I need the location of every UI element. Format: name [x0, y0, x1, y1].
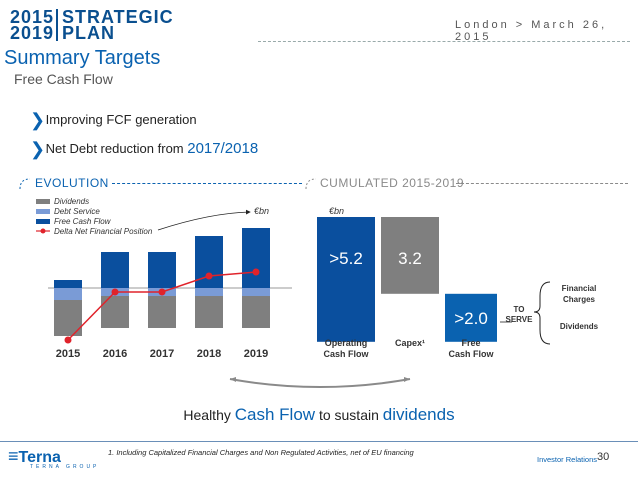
legend-item: Free Cash Flow	[36, 216, 152, 226]
section-marker-icon	[18, 176, 32, 190]
tagline-highlight: Cash Flow	[234, 405, 316, 424]
chevron-right-icon: ❯	[30, 139, 46, 159]
footer-investor-relations: Investor Relations	[537, 455, 598, 464]
evolution-divider	[112, 183, 302, 184]
category-label: Cash Flow	[448, 349, 494, 359]
header-divider	[258, 41, 630, 42]
header-date: London > March 26, 2015	[455, 19, 608, 43]
line-point	[111, 288, 119, 296]
bar-value-label: 3.2	[398, 249, 422, 268]
serve-label: TO SERVE	[505, 305, 533, 324]
bar-dividends	[242, 296, 270, 328]
bullet-item: ❯ Net Debt reduction from 2017/2018	[30, 139, 258, 160]
category-label: Operating	[325, 338, 368, 348]
x-tick-label: 2015	[56, 348, 80, 360]
legend-label: Delta Net Financial Position	[54, 226, 153, 236]
logo-divider	[56, 9, 58, 41]
x-tick-label: 2016	[103, 348, 127, 360]
section-marker-icon	[304, 176, 318, 190]
line-point	[64, 336, 72, 344]
tagline: Healthy Cash Flow to sustain dividends	[0, 405, 638, 425]
bar-free-cash-flow	[54, 280, 82, 288]
x-tick-label: 2018	[197, 348, 221, 360]
bullet-text: Improving FCF generation	[45, 112, 197, 127]
bar-value-label: >2.0	[454, 309, 488, 328]
bar-capex	[381, 217, 439, 294]
evolution-title: EVOLUTION	[35, 176, 109, 190]
legend-item: Debt Service	[36, 206, 152, 216]
line-point	[252, 268, 260, 276]
logo-word-plan: PLAN	[62, 23, 115, 43]
logo-years: 2015 2019	[10, 7, 55, 43]
company-name: Terna	[18, 449, 61, 466]
brace-item: Financial Charges	[561, 284, 597, 304]
legend-label: Dividends	[54, 196, 90, 206]
cumulated-unit: €bn	[329, 206, 345, 216]
logo-plan: STRATEGIC PLAN	[62, 7, 174, 43]
chevron-right-icon: ❯	[30, 110, 46, 130]
legend-label: Free Cash Flow	[54, 216, 111, 226]
bar-debt-service	[242, 288, 270, 296]
brace-icon	[533, 281, 551, 345]
legend-line-swatch	[36, 228, 50, 234]
legend-item: Dividends	[36, 196, 152, 206]
bar-debt-service	[195, 288, 223, 296]
page-subtitle: Free Cash Flow	[14, 71, 113, 87]
bar-free-cash-flow	[148, 252, 176, 288]
logo-year-end: 2019	[10, 23, 55, 43]
evolution-unit: €bn	[254, 206, 270, 216]
category-label: Capex¹	[395, 338, 425, 348]
x-tick-label: 2017	[150, 348, 174, 360]
bar-dividends	[195, 296, 223, 328]
cumulated-divider	[456, 183, 628, 184]
chart-legend: Dividends Debt Service Free Cash Flow De…	[36, 196, 152, 236]
footnote: 1. Including Capitalized Financial Charg…	[108, 448, 414, 457]
bullet-text: Net Debt reduction from	[45, 141, 188, 156]
trend-arrow	[157, 209, 251, 231]
footer-divider	[0, 441, 638, 442]
category-label: Free	[461, 338, 480, 348]
legend-swatch	[36, 218, 50, 224]
brace-item: Dividends	[559, 322, 599, 331]
legend-swatch	[36, 198, 50, 204]
tagline-text: to sustain	[315, 407, 383, 423]
bar-free-cash-flow	[445, 293, 497, 342]
tagline-text: Healthy	[183, 407, 235, 423]
company-sub: TERNA GROUP	[30, 464, 100, 470]
bullet-item: ❯ Improving FCF generation	[30, 110, 197, 131]
logo-mark-icon: ≡	[8, 446, 19, 466]
tagline-highlight: dividends	[382, 405, 455, 424]
legend-item: Delta Net Financial Position	[36, 226, 152, 236]
legend-swatch	[36, 208, 50, 214]
line-point	[158, 288, 166, 296]
x-tick-label: 2019	[244, 348, 268, 360]
bullet-highlight: 2017/2018	[187, 140, 259, 157]
category-label: Cash Flow	[323, 349, 369, 359]
bar-operating-cash-flow	[317, 217, 375, 342]
logo-word-strategic: STRATEGIC	[62, 7, 174, 27]
bar-debt-service	[54, 288, 82, 300]
bar-free-cash-flow	[242, 228, 270, 288]
bracket-arrow-icon	[229, 377, 411, 388]
cumulated-title: CUMULATED 2015-2019	[320, 176, 465, 190]
page-number: 30	[597, 451, 610, 463]
bar-value-label: >5.2	[329, 249, 363, 268]
bar-dividends	[148, 296, 176, 328]
logo-year-start: 2015	[10, 7, 55, 27]
legend-label: Debt Service	[54, 206, 100, 216]
company-logo: ≡Terna	[8, 446, 61, 467]
bar-free-cash-flow	[101, 252, 129, 288]
line-point	[205, 272, 213, 280]
page-title: Summary Targets	[4, 47, 161, 69]
